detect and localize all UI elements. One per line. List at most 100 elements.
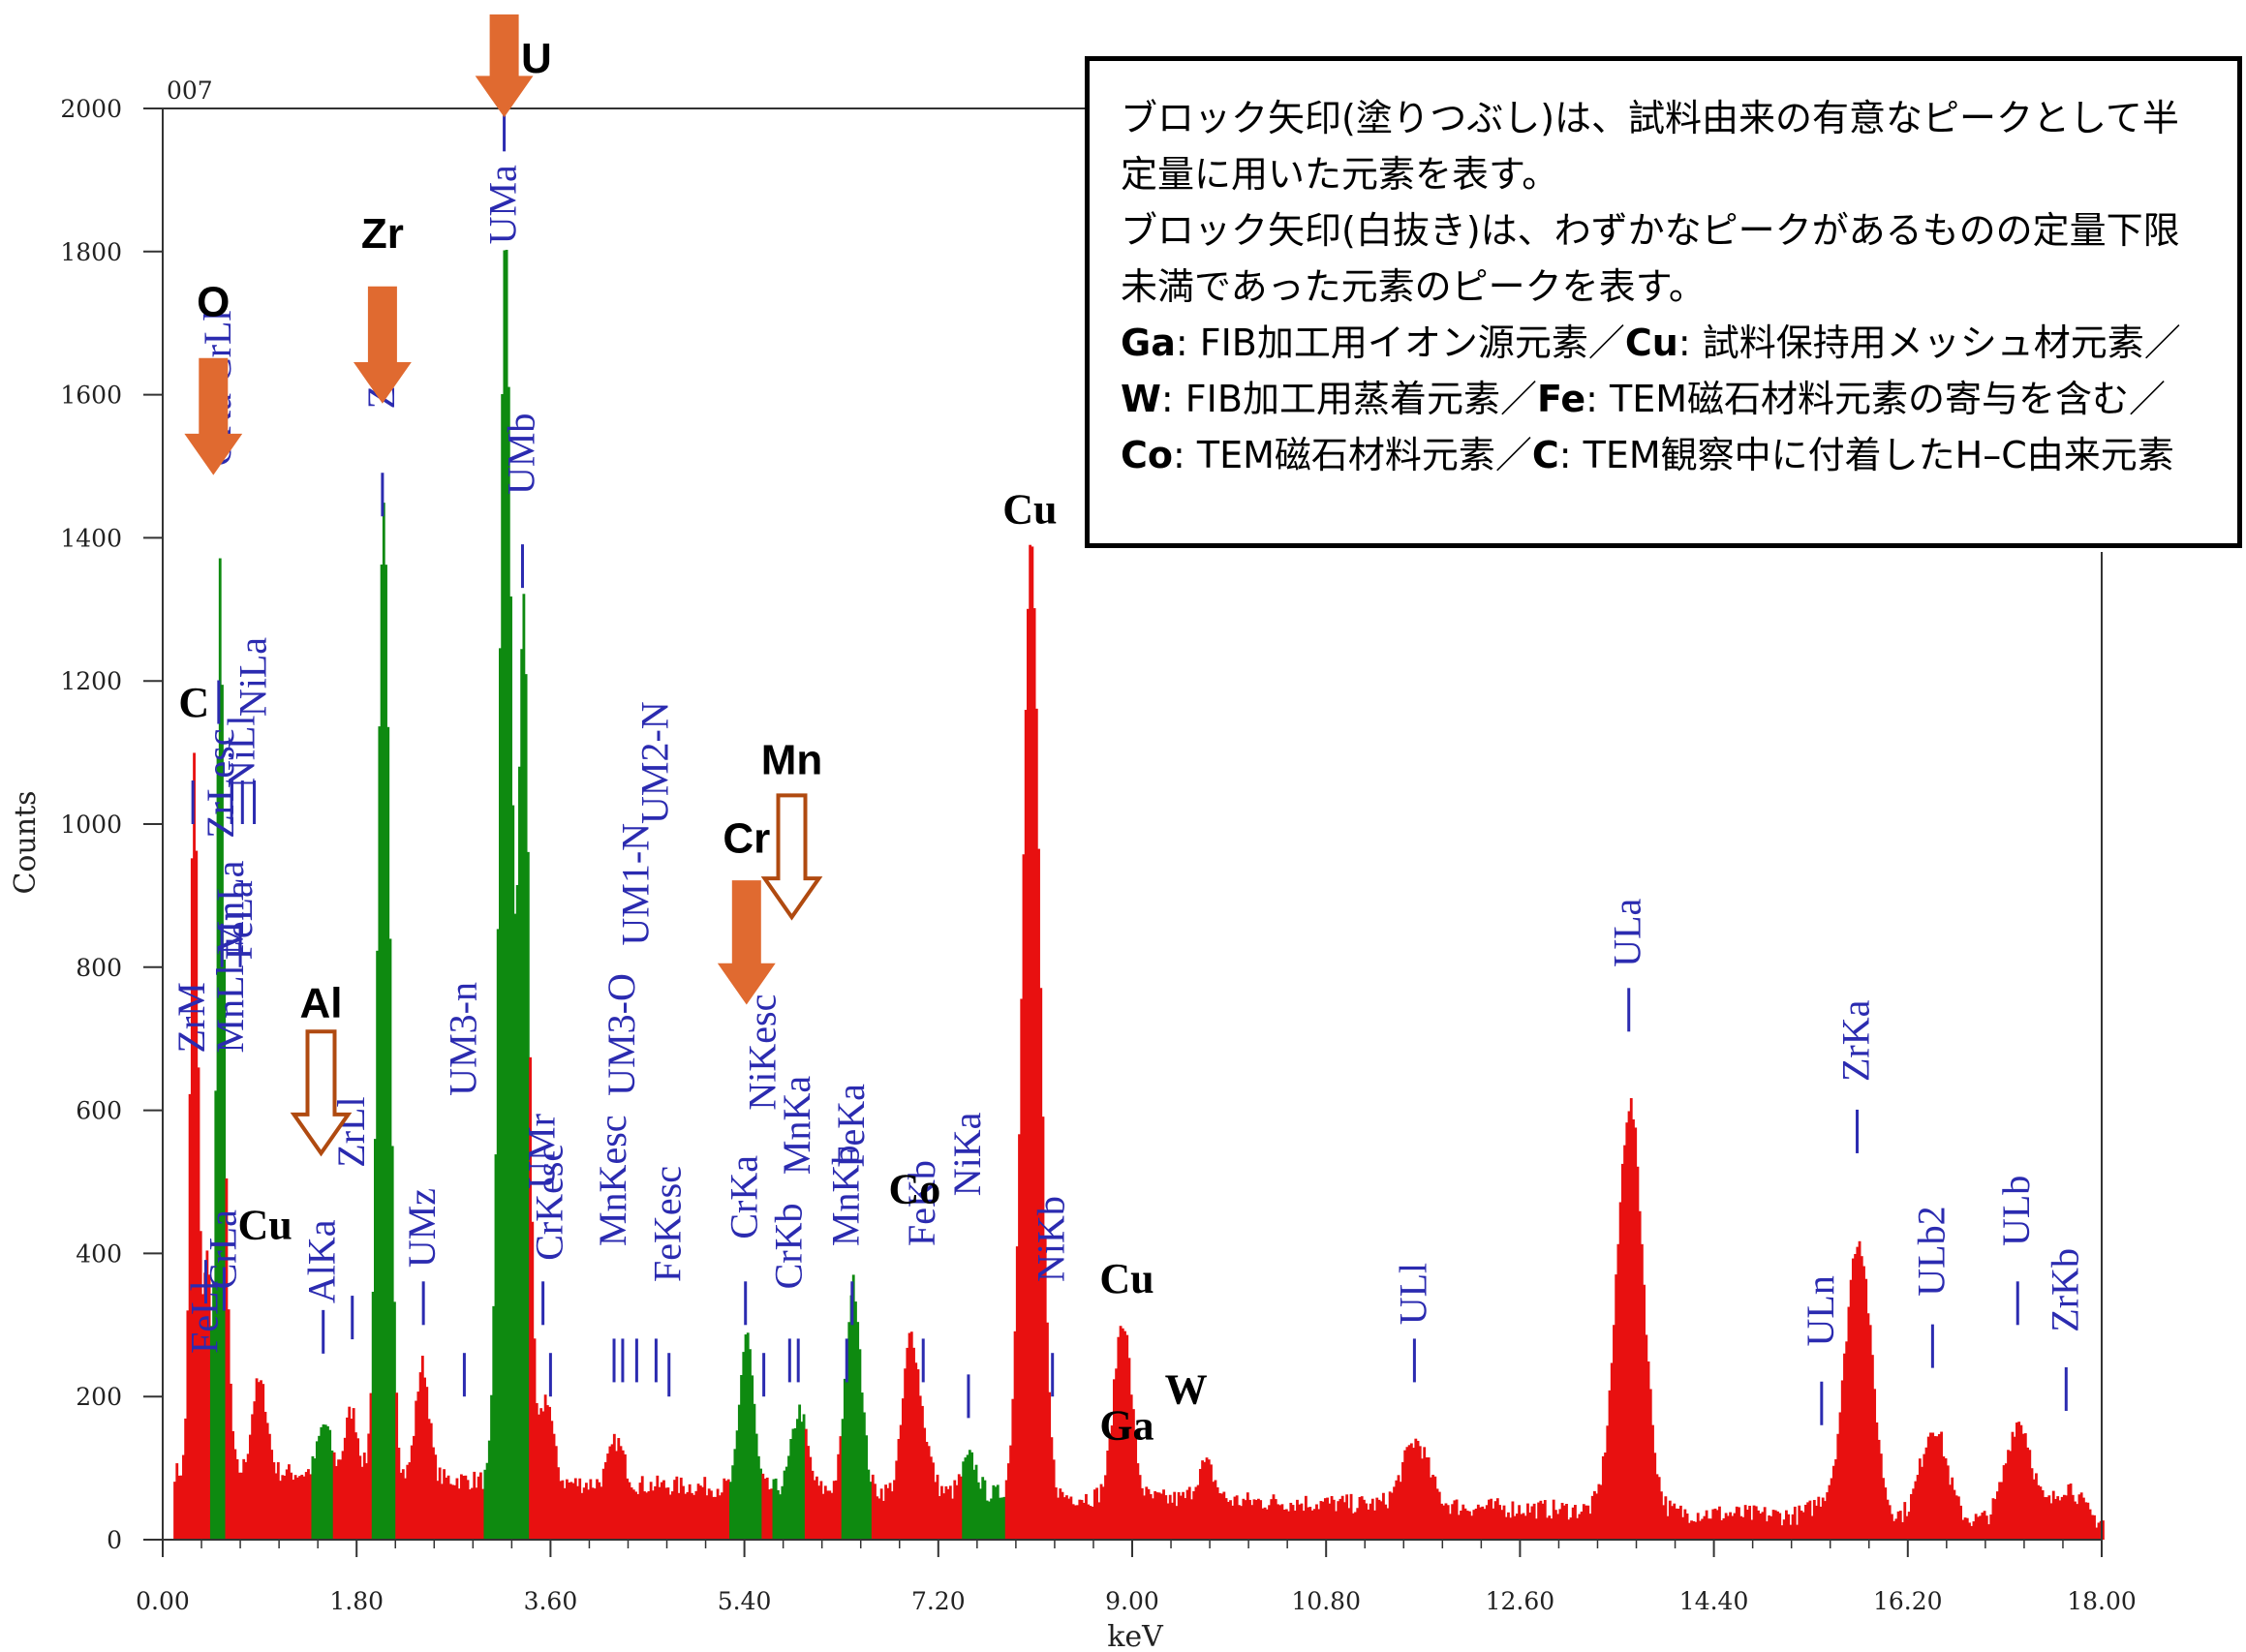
spectrum-bar bbox=[2049, 1503, 2053, 1540]
spectrum-bar bbox=[1277, 1504, 1279, 1540]
spectrum-bar bbox=[350, 1419, 354, 1540]
spectrum-bar bbox=[608, 1446, 612, 1540]
spectrum-bar bbox=[307, 1469, 310, 1540]
spectrum-bar bbox=[507, 386, 510, 1541]
spectrum-bar bbox=[473, 1471, 477, 1540]
spectrum-bar bbox=[955, 1484, 959, 1540]
spectrum-bar bbox=[1282, 1510, 1286, 1540]
spectrum-bar bbox=[914, 1362, 918, 1540]
spectrum-bar bbox=[1006, 1463, 1010, 1540]
spectrum-bar bbox=[1590, 1495, 1594, 1540]
spectrum-bar bbox=[1608, 1390, 1612, 1540]
spectrum-bar bbox=[1502, 1505, 1506, 1540]
spectrum-bar bbox=[1722, 1517, 1726, 1540]
spectrum-bar bbox=[343, 1437, 347, 1540]
spectrum-bar bbox=[1330, 1495, 1334, 1540]
spectrum-bar bbox=[323, 1424, 327, 1540]
spectrum-bar bbox=[1541, 1503, 1545, 1540]
spectrum-bar bbox=[1498, 1505, 1501, 1540]
spectrum-bar bbox=[1097, 1502, 1101, 1540]
spectrum-bar bbox=[1444, 1503, 1448, 1540]
spectrum-bar bbox=[285, 1469, 289, 1540]
spectrum-bar bbox=[1808, 1500, 1812, 1540]
note-item: W: FIB加工用蒸着元素／ bbox=[1121, 378, 1537, 420]
spectrum-bar bbox=[1268, 1505, 1271, 1540]
spectrum-bar bbox=[909, 1331, 913, 1540]
spectrum-bar bbox=[1838, 1412, 1842, 1540]
x-tick-label: 5.40 bbox=[718, 1587, 772, 1615]
spectrum-bar bbox=[718, 1495, 722, 1540]
spectrum-bar bbox=[2058, 1500, 2062, 1540]
spectrum-bar bbox=[1265, 1509, 1269, 1540]
spectrum-bar bbox=[1242, 1498, 1246, 1540]
spectrum-bar bbox=[1272, 1494, 1276, 1540]
x-tick-label: 1.80 bbox=[329, 1587, 384, 1615]
spectrum-bar bbox=[2023, 1433, 2027, 1540]
spectrum-bar bbox=[1115, 1368, 1119, 1540]
spectrum-bar bbox=[471, 1487, 474, 1540]
spectrum-bar bbox=[774, 1478, 778, 1540]
x-tick-label: 7.20 bbox=[911, 1587, 966, 1615]
spectrum-bar bbox=[582, 1487, 586, 1540]
spectrum-bar bbox=[2060, 1496, 2064, 1540]
spectrum-bar bbox=[1673, 1503, 1677, 1540]
spectrum-bar bbox=[1356, 1508, 1360, 1540]
spectrum-bar bbox=[1085, 1493, 1088, 1540]
spectrum-bar bbox=[1933, 1436, 1937, 1540]
spectrum-bar bbox=[1892, 1520, 1896, 1540]
spectrum-bar bbox=[1134, 1433, 1138, 1540]
spectrum-bar bbox=[1360, 1496, 1364, 1540]
spectrum-bar bbox=[1987, 1524, 1990, 1540]
spectrum-bar bbox=[1182, 1491, 1185, 1540]
spectrum-bar bbox=[964, 1457, 968, 1540]
spectrum-bar bbox=[2015, 1423, 2018, 1540]
spectrum-bar bbox=[979, 1488, 982, 1540]
spectrum-bar bbox=[1214, 1480, 1217, 1540]
spectrum-bar bbox=[670, 1491, 674, 1540]
spectrum-bar bbox=[2047, 1495, 2051, 1540]
spectrum-bar bbox=[356, 1438, 360, 1540]
spectrum-bar bbox=[948, 1485, 952, 1540]
spectrum-bar bbox=[638, 1483, 642, 1540]
spectrum-bar bbox=[1824, 1501, 1827, 1540]
spectrum-bar bbox=[432, 1447, 435, 1540]
spectrum-bar bbox=[1095, 1487, 1098, 1540]
spectrum-bar bbox=[1916, 1475, 1920, 1540]
spectrum-bar bbox=[1773, 1510, 1777, 1540]
spectrum-bar bbox=[1395, 1480, 1399, 1540]
spectrum-bar bbox=[1888, 1505, 1892, 1540]
spectrum-bar bbox=[1877, 1439, 1881, 1540]
spectrum-bar bbox=[976, 1482, 980, 1540]
spectrum-bar bbox=[1739, 1515, 1743, 1540]
spectrum-bar bbox=[645, 1492, 649, 1540]
spectrum-bar bbox=[1173, 1491, 1177, 1540]
spectrum-bar bbox=[453, 1484, 457, 1540]
spectrum-bar bbox=[1944, 1457, 1948, 1540]
spectrum-bar bbox=[819, 1481, 823, 1540]
spectrum-bar bbox=[268, 1433, 271, 1540]
spectrum-bar bbox=[640, 1476, 644, 1540]
spectrum-bar bbox=[2032, 1479, 2036, 1540]
line-marker-label: UMa bbox=[481, 165, 525, 244]
spectrum-bar bbox=[262, 1384, 265, 1540]
spectrum-bar bbox=[557, 1467, 560, 1540]
spectrum-bar bbox=[1569, 1517, 1573, 1540]
spectrum-bar bbox=[571, 1483, 575, 1540]
spectrum-bar bbox=[966, 1454, 969, 1540]
spectrum-bar bbox=[811, 1470, 815, 1540]
spectrum-bar bbox=[921, 1405, 924, 1540]
spectrum-bar bbox=[1123, 1331, 1126, 1540]
spectrum-bar bbox=[654, 1485, 657, 1540]
spectrum-bar bbox=[779, 1494, 783, 1540]
spectrum-bar bbox=[197, 1067, 200, 1540]
spectrum-bar bbox=[821, 1493, 825, 1540]
spectrum-bar bbox=[1233, 1496, 1237, 1540]
spectrum-bar bbox=[1991, 1498, 1995, 1540]
spectrum-bar bbox=[626, 1478, 630, 1540]
spectrum-bar bbox=[768, 1489, 771, 1540]
spectrum-bar bbox=[1321, 1501, 1325, 1540]
spectrum-bar bbox=[1504, 1516, 1508, 1540]
spectrum-bar bbox=[1851, 1258, 1855, 1540]
element-label: Mn bbox=[761, 736, 823, 783]
spectrum-bar bbox=[257, 1382, 261, 1540]
